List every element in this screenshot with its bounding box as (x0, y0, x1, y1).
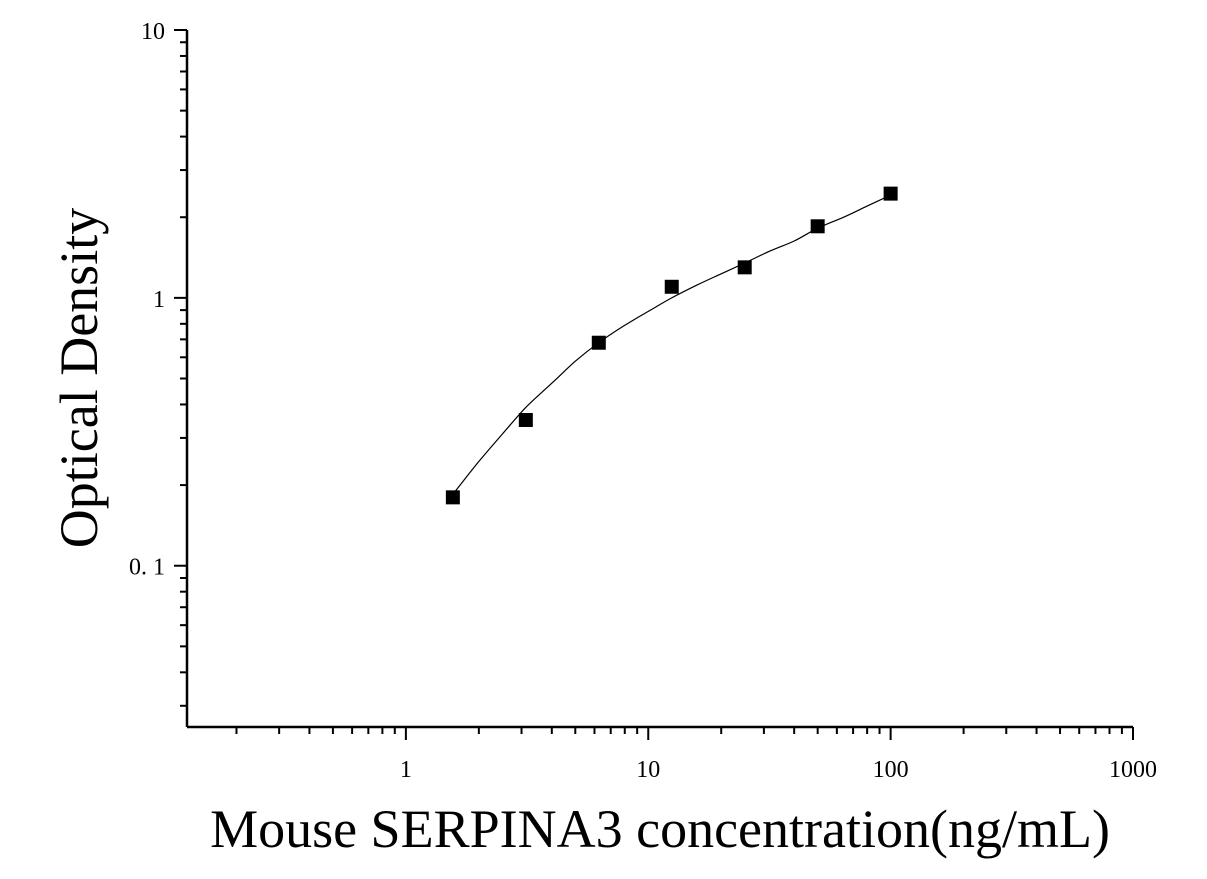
fit-curve-line (454, 194, 891, 492)
x-tick-label: 1000 (1109, 757, 1157, 783)
data-point (518, 412, 533, 427)
data-point (737, 260, 752, 275)
data-points (445, 186, 898, 505)
tick-labels: 1 10 100 1000 0. 1 1 10 (129, 19, 1157, 783)
y-axis-title: Optical Density (49, 208, 109, 548)
x-tick-label: 1 (400, 757, 412, 783)
y-tick-label: 1 (153, 287, 165, 313)
y-tick-label: 0. 1 (129, 555, 165, 581)
fit-curve (454, 194, 891, 492)
x-tick-label: 100 (873, 757, 909, 783)
ticks (174, 29, 1134, 740)
data-point (883, 186, 898, 201)
data-point (591, 335, 606, 350)
x-axis-title: Mouse SERPINA3 concentration(ng/mL) (210, 799, 1110, 859)
y-tick-label: 10 (141, 19, 165, 45)
x-tick-label: 10 (636, 757, 660, 783)
axes (185, 30, 1133, 729)
data-point (810, 219, 825, 234)
data-point (664, 279, 679, 294)
data-point (445, 490, 460, 505)
